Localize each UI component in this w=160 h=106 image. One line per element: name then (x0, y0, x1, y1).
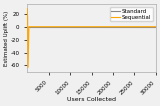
X-axis label: Users Collected: Users Collected (67, 97, 116, 102)
Y-axis label: Estimated Uplift (%): Estimated Uplift (%) (4, 10, 9, 66)
Legend: Standard, Sequential: Standard, Sequential (110, 7, 153, 21)
